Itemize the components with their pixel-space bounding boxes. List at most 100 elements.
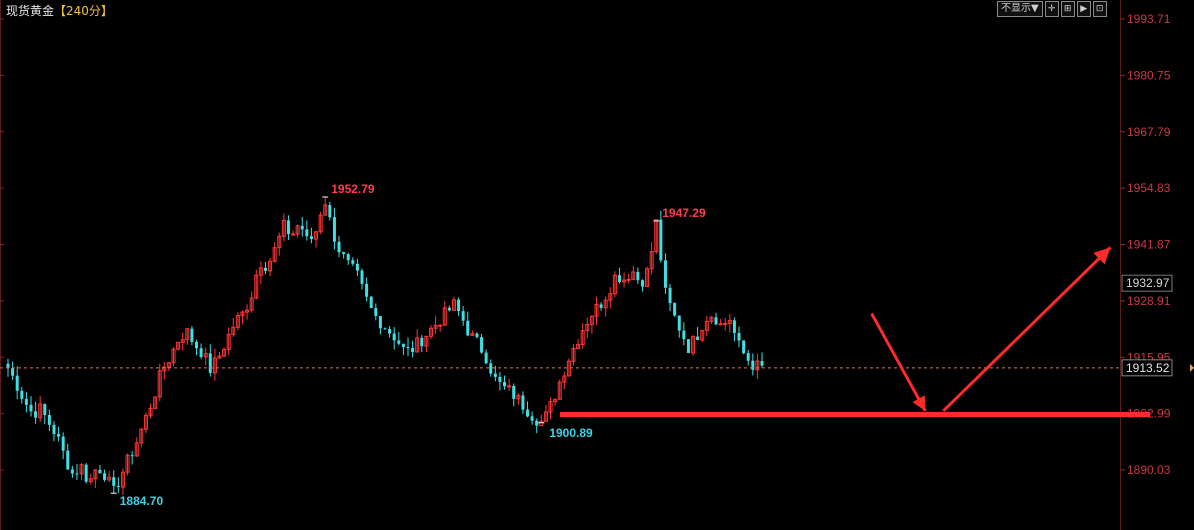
extreme-label: 1884.70 xyxy=(120,494,164,508)
candle-body-down xyxy=(475,333,479,338)
candle-body-up xyxy=(120,471,125,488)
candle-body-down xyxy=(397,340,401,344)
candle-body-up xyxy=(143,414,148,430)
candle-body-down xyxy=(11,368,15,376)
down-arrow-head xyxy=(912,395,926,411)
candle-body-down xyxy=(617,275,621,282)
y-tick-label: 1980.75 xyxy=(1127,68,1171,82)
display-toggle-button[interactable]: 不显示▼ xyxy=(997,1,1043,17)
candle-body-up xyxy=(258,267,263,276)
candle-body-up xyxy=(314,231,319,240)
candle-body-up xyxy=(571,347,576,362)
candle-body-up xyxy=(562,375,567,383)
candle-body-down xyxy=(20,390,24,399)
candle-body-down xyxy=(365,283,369,297)
chart-title: 现货黄金【240分】 xyxy=(6,2,113,19)
candle-body-down xyxy=(208,353,212,373)
candle-body-up xyxy=(433,324,438,329)
candle-body-down xyxy=(52,424,56,435)
candle-body-up xyxy=(516,394,521,400)
candle-body-up xyxy=(700,329,705,341)
candle-body-down xyxy=(686,339,690,353)
candle-body-down xyxy=(659,219,663,261)
candle-body-down xyxy=(535,420,539,426)
down-arrow-shaft xyxy=(870,312,927,412)
candle-body-up xyxy=(162,366,167,372)
candle-body-up xyxy=(442,307,447,326)
candle-body-down xyxy=(61,436,65,451)
candle-body-down xyxy=(24,398,28,405)
candle-body-up xyxy=(268,260,273,272)
candle-body-down xyxy=(530,416,534,421)
candle-body-down xyxy=(70,469,74,474)
step-forward-icon[interactable]: ▶ xyxy=(1076,1,1091,17)
candle-body-up xyxy=(691,336,696,354)
candle-body-up xyxy=(585,323,590,332)
candle-body-down xyxy=(461,311,465,321)
candle-body-up xyxy=(254,274,259,299)
candle-body-down xyxy=(130,455,134,457)
expand-icon[interactable]: ⊞ xyxy=(1060,1,1075,17)
candle-body-down xyxy=(190,328,194,342)
candle-body-up xyxy=(217,355,222,359)
candle-body-down xyxy=(392,333,396,341)
candle-body-up xyxy=(539,420,544,427)
candle-body-up xyxy=(654,219,659,253)
candle-body-up xyxy=(727,319,732,324)
extreme-label: 1952.79 xyxy=(331,182,375,196)
candle-body-down xyxy=(378,315,382,329)
candle-body-down xyxy=(526,409,530,417)
candle-body-down xyxy=(493,373,497,377)
candle-body-up xyxy=(543,411,548,422)
candle-body-up xyxy=(107,476,112,481)
candle-body-down xyxy=(351,260,355,264)
candle-body-down xyxy=(57,434,61,437)
crosshair-icon[interactable]: ✛ xyxy=(1044,1,1059,17)
candle-body-down xyxy=(112,477,116,486)
candle-body-down xyxy=(66,450,70,470)
candle-body-up xyxy=(148,407,153,416)
candle-body-down xyxy=(760,361,764,366)
candle-body-up xyxy=(589,315,594,325)
candle-body-down xyxy=(751,360,755,370)
candle-body-down xyxy=(447,307,451,311)
candle-body-down xyxy=(388,329,392,334)
candle-body-down xyxy=(84,464,88,482)
candle-body-up xyxy=(245,309,250,313)
candle-body-up xyxy=(438,324,443,327)
candle-body-down xyxy=(498,376,502,382)
candle-body-up xyxy=(38,403,43,419)
y-tick-label: 1890.03 xyxy=(1127,463,1171,477)
candle-body-up xyxy=(277,235,282,249)
candle-body-up xyxy=(428,327,433,337)
candle-body-down xyxy=(457,299,461,312)
up-arrow-shaft xyxy=(942,246,1112,413)
candle-body-up xyxy=(709,316,714,322)
candle-body-up xyxy=(185,328,190,341)
candle-body-up xyxy=(576,344,581,349)
candle-body-up xyxy=(622,279,627,283)
current-price-label: 1913.52 xyxy=(1126,361,1170,375)
candle-body-down xyxy=(328,205,332,218)
marked-price-label: 1932.97 xyxy=(1126,276,1170,290)
candle-body-down xyxy=(420,337,424,347)
candle-body-up xyxy=(566,360,571,377)
zoom-icon[interactable]: ⊡ xyxy=(1092,1,1107,17)
candle-body-down xyxy=(199,348,203,357)
candle-body-up xyxy=(249,297,254,311)
candle-body-down xyxy=(346,254,350,261)
candle-body-down xyxy=(737,332,741,341)
candle-body-up xyxy=(79,464,84,475)
candle-body-down xyxy=(75,473,79,475)
candle-body-up xyxy=(231,326,236,335)
candle-body-up xyxy=(507,385,512,388)
candle-body-up xyxy=(226,333,231,350)
candle-body-down xyxy=(673,303,677,316)
candle-body-down xyxy=(696,336,700,341)
candle-body-up xyxy=(415,337,420,353)
candle-body-down xyxy=(374,308,378,316)
candle-body-down xyxy=(43,404,47,415)
extreme-label: 1947.29 xyxy=(662,206,706,220)
candle-body-up xyxy=(631,271,636,280)
